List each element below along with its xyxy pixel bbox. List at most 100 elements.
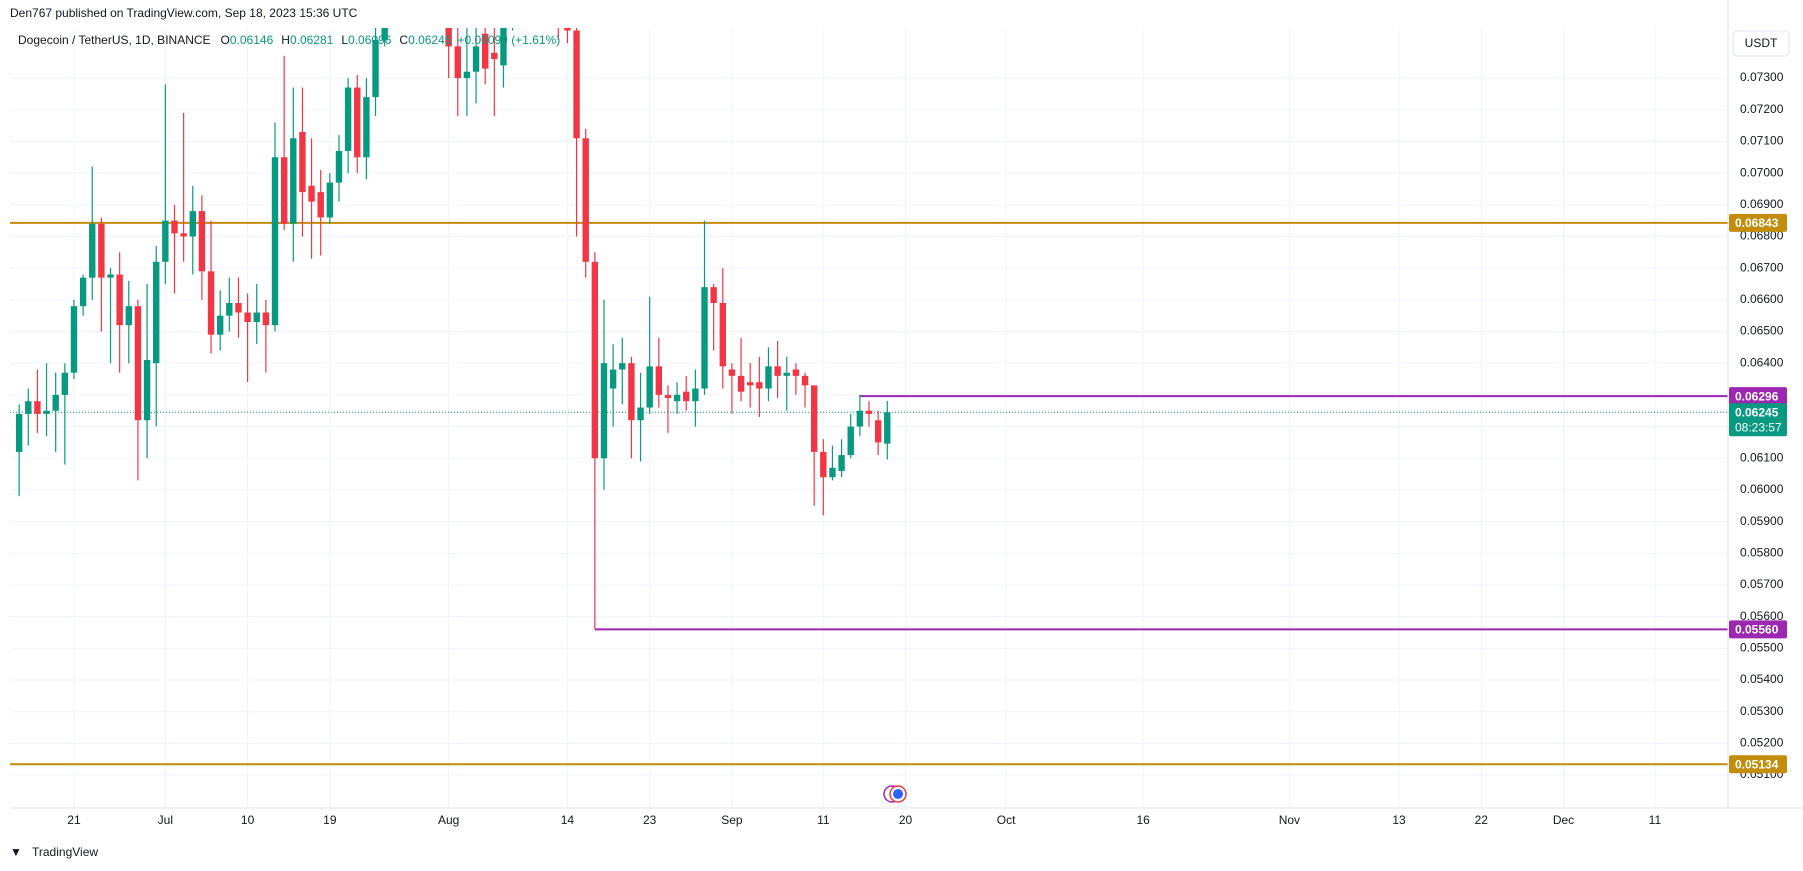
candle-body [354,87,361,158]
candle-body [15,413,23,452]
y-tick-label: 0.05200 [1740,736,1784,750]
candle-body [600,363,608,459]
candle-body [765,366,772,389]
candle-body [737,375,745,392]
candle-body [701,287,708,389]
legend: Dogecoin / TetherUS, 1D, BINANCE O0.06146… [18,33,560,47]
candle-body [728,369,736,376]
candle-body [756,382,763,389]
y-tick-label: 0.07200 [1740,102,1784,116]
x-tick-label: 10 [241,813,255,827]
y-tick-label: 0.06900 [1740,197,1784,211]
legend-key: C [399,33,408,47]
candle-body [308,185,315,202]
x-tick-label: 21 [67,813,81,827]
candle-body [820,451,827,478]
candle-body [710,287,717,303]
candle-body [143,360,151,421]
candle-body [372,40,379,98]
level-label: 0.05134 [1735,757,1779,771]
candle-body [655,366,663,395]
candle-body [253,312,260,323]
candle-body [628,363,635,421]
candle-body [801,375,809,386]
candle-body [299,131,306,193]
legend-value: 0.06096 [348,33,392,47]
brand: TradingView [32,845,98,859]
candle-body [262,312,270,326]
candle-body [692,388,699,402]
candle-body [481,33,489,69]
x-tick-label: 22 [1475,813,1489,827]
brand-logo: ▼ [10,845,22,859]
x-tick-label: Nov [1279,813,1300,827]
candle-body [664,394,672,399]
last-price-label: 0.06245 [1735,405,1779,419]
candle-body [646,366,653,408]
candle-body [317,192,324,218]
x-tick-label: Jul [158,813,173,827]
candle-body [810,385,818,452]
x-tick-label: Aug [438,813,459,827]
candle-body [792,369,800,376]
x-tick-label: 11 [817,813,830,827]
x-tick-label: Sep [721,813,743,827]
candle-body [582,138,589,262]
y-tick-label: 0.05400 [1740,672,1784,686]
x-tick-label: 19 [323,813,337,827]
candle-body [865,410,873,414]
candle-body [573,30,580,139]
x-tick-label: Oct [997,813,1016,827]
candle-body [34,401,41,414]
event-icon [883,785,907,803]
y-tick-label: 0.05600 [1740,609,1784,623]
candle-body [500,28,507,66]
candle-body [344,87,352,151]
candles [15,28,891,630]
y-tick-label: 0.05500 [1740,640,1784,654]
x-tick-label: 23 [643,813,657,827]
candle-body [89,223,96,278]
candle-body [363,97,370,158]
candle-body [70,306,78,373]
y-tick-label: 0.06100 [1740,450,1784,464]
legend-key: L [341,33,348,47]
currency-button[interactable] [1732,30,1790,57]
candle-body [290,138,297,224]
legend-key: H [281,33,290,47]
candle-body [884,412,891,444]
y-tick-label: 0.05800 [1740,545,1784,559]
candle-body [491,52,498,60]
legend-value: 0.06146 [230,33,274,47]
currency[interactable]: USDT [1745,36,1778,50]
level-label-bg [1729,387,1787,406]
level-label-bg [1729,755,1787,774]
candle-body [838,455,845,471]
candle-body [162,220,169,262]
candle-body [637,407,644,421]
candle-body [226,302,233,316]
y-tick-label: 0.05300 [1740,704,1784,718]
legend-change: +0.00099 (+1.61%) [457,33,560,47]
y-tick-label: 0.06400 [1740,355,1784,369]
header-bg [0,0,1727,28]
x-tick-label: 11 [1649,813,1662,827]
candle-body [134,306,142,421]
countdown: 08:23:57 [1735,420,1782,434]
candle-body [673,394,681,402]
candle-body [783,372,790,376]
grid [10,28,1728,808]
x-tick-label: Dec [1553,813,1574,827]
candle-body [335,150,343,183]
candle-body [52,394,59,411]
candle-body [747,382,754,386]
candle-body [829,467,836,478]
y-tick-label: 0.07100 [1740,134,1784,148]
y-tick-label: 0.06700 [1740,260,1784,274]
candle-body [235,302,242,313]
last-price-bg [1729,403,1787,437]
level-label: 0.05560 [1735,622,1779,636]
candle-body [463,71,471,79]
candle-body [98,223,105,278]
